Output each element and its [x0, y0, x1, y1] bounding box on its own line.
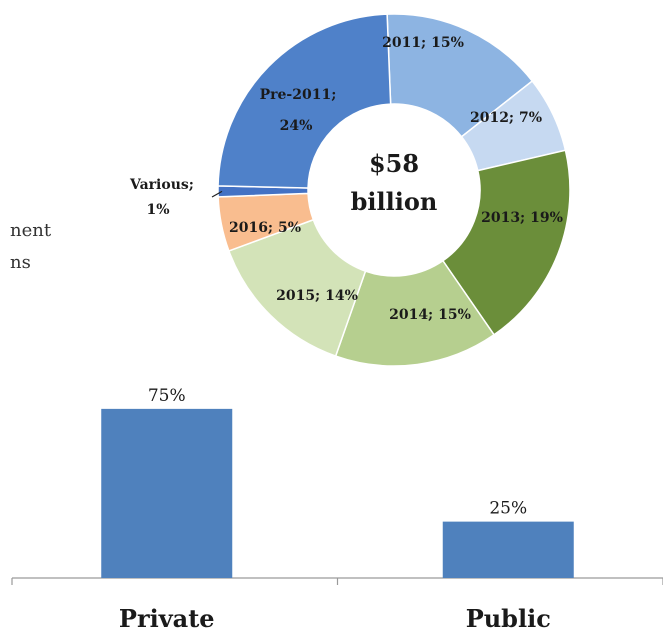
slice-label-pre2011-line1: Pre-2011;	[260, 87, 337, 103]
slice-label-2015: 2015; 14%	[276, 288, 358, 304]
donut-center-unit: billion	[351, 187, 438, 216]
slice-label-2011: 2011; 15%	[382, 35, 464, 51]
left-text-fragment-1: nent	[10, 220, 52, 241]
slice-label-2013: 2013; 19%	[481, 210, 563, 226]
bar-private	[101, 408, 233, 578]
donut-slice-2013	[441, 149, 571, 336]
slice-label-pre2011-line2: 24%	[280, 118, 313, 134]
bar-data-label-private: 75%	[148, 386, 186, 406]
slice-label-various-line1: Various;	[129, 177, 194, 193]
bar-chart: 75% Private 25% Public	[11, 386, 663, 632]
donut-slice-pre-2011	[217, 13, 392, 189]
bar-data-label-public: 25%	[489, 499, 527, 519]
donut-center-amount: $58	[369, 149, 419, 178]
slice-label-2016: 2016; 5%	[229, 220, 301, 236]
category-label-public: Public	[466, 604, 551, 632]
category-label-private: Private	[119, 604, 215, 632]
slice-label-various-line2: 1%	[146, 202, 169, 218]
donut-slice-2014	[334, 259, 496, 367]
left-text-fragment-2: ns	[10, 252, 31, 273]
donut-slice-2015	[227, 218, 367, 358]
slice-label-2012: 2012; 7%	[470, 110, 542, 126]
donut-slice-2011	[386, 13, 534, 138]
bar-public	[442, 521, 574, 578]
donut-chart: Pre-2011; 24% 2011; 15% 2012; 7% 2013; 19% 20…	[129, 13, 571, 367]
various-leader-line	[211, 190, 223, 198]
slice-label-2014: 2014; 15%	[389, 307, 471, 323]
